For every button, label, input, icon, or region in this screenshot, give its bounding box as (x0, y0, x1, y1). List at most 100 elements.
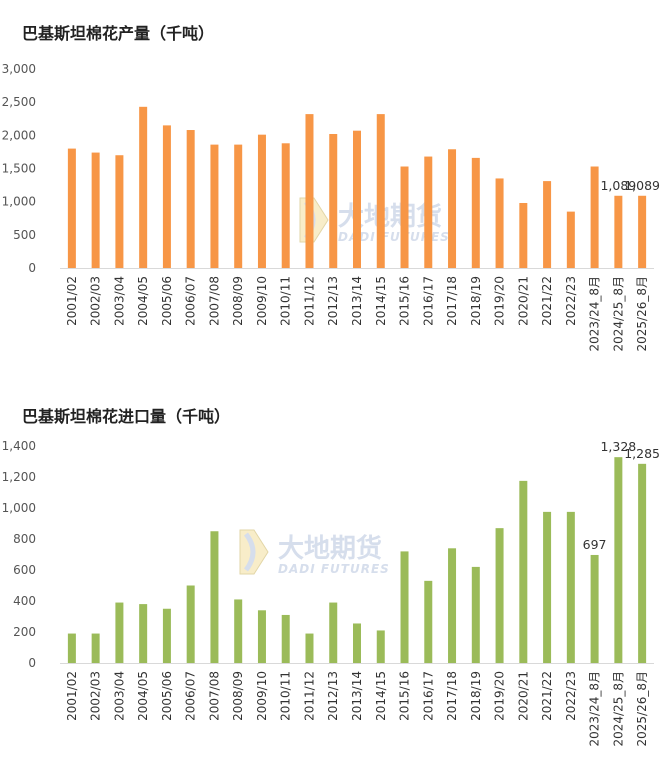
x-tick-label: 2008/09 (231, 671, 245, 721)
x-tick-label: 2006/07 (184, 671, 198, 721)
bar (186, 130, 195, 268)
x-tick-label: 2023/24_8月 (588, 276, 602, 352)
bar (257, 134, 266, 268)
bar (519, 202, 528, 268)
bar (471, 157, 480, 268)
bar (471, 566, 480, 663)
x-tick-label: 2022/23 (564, 671, 578, 721)
bar (139, 604, 148, 663)
data-label: 1,089 (624, 178, 660, 193)
x-tick-label: 2002/03 (89, 671, 103, 721)
bar (139, 106, 148, 268)
x-tick-label: 2007/08 (207, 671, 221, 721)
x-tick-label: 2002/03 (89, 276, 103, 326)
bar (638, 463, 647, 663)
x-tick-label: 2022/23 (564, 276, 578, 326)
x-tick-label: 2005/06 (160, 276, 174, 326)
x-tick-label: 2001/02 (65, 276, 79, 326)
x-tick-label: 2023/24_8月 (588, 671, 602, 747)
y-tick-label: 0 (28, 261, 36, 275)
y-tick-label: 1,400 (2, 439, 36, 453)
y-tick-label: 800 (13, 532, 36, 546)
y-tick-label: 1,500 (2, 162, 36, 176)
x-tick-label: 2005/06 (160, 671, 174, 721)
bar (590, 554, 599, 663)
bar (566, 511, 575, 663)
chart-title: 巴基斯坦棉花进口量（千吨） (22, 407, 231, 426)
x-tick-label: 2019/20 (493, 276, 507, 326)
x-tick-label: 2024/25_8月 (611, 276, 625, 352)
x-tick-label: 2013/14 (350, 276, 364, 326)
y-tick-label: 1,000 (2, 501, 36, 515)
bar (376, 114, 385, 269)
x-tick-label: 2020/21 (516, 671, 530, 721)
bar (162, 125, 171, 268)
bar (305, 633, 314, 663)
x-tick-label: 2015/16 (398, 671, 412, 721)
x-tick-label: 2006/07 (184, 276, 198, 326)
bar (234, 599, 243, 663)
bar (210, 531, 219, 663)
chart-title: 巴基斯坦棉花产量（千吨） (22, 24, 215, 43)
x-tick-label: 2015/16 (398, 276, 412, 326)
bar (257, 610, 266, 663)
import-chart: 巴基斯坦棉花进口量（千吨） 大地期货 DADI FUTURES 0 200 400 600… (0, 395, 666, 761)
x-tick-label: 2010/11 (279, 671, 293, 721)
x-tick-label: 2025/26_8月 (635, 276, 649, 352)
x-tick-label: 2011/12 (302, 276, 316, 326)
bar (210, 144, 219, 268)
y-tick-label: 1,000 (2, 195, 36, 209)
bar (448, 149, 457, 268)
bar (162, 608, 171, 663)
x-tick-label: 2012/13 (326, 671, 340, 721)
y-tick-label: 0 (28, 656, 36, 670)
y-tick-label: 2,500 (2, 95, 36, 109)
bar (400, 166, 409, 268)
x-tick-label: 2013/14 (350, 671, 364, 721)
x-tick-label: 2004/05 (136, 276, 150, 326)
bar (495, 528, 504, 663)
bar (67, 633, 76, 663)
y-tick-label: 500 (13, 228, 36, 242)
y-tick-label: 400 (13, 594, 36, 608)
x-tick-label: 2003/04 (112, 671, 126, 721)
production-chart: 巴基斯坦棉花产量（千吨） 大地期货 DADI FUTURES 0 500 1,000 1,… (0, 0, 666, 380)
x-tick-label: 2018/19 (469, 671, 483, 721)
x-tick-label: 2019/20 (493, 671, 507, 721)
x-tick-label: 2003/04 (112, 276, 126, 326)
x-tick-label: 2025/26_8月 (635, 671, 649, 747)
x-tick-label: 2021/22 (540, 276, 554, 326)
x-tick-label: 2012/13 (326, 276, 340, 326)
bar (281, 614, 290, 663)
bar (614, 195, 623, 268)
bar (281, 143, 290, 268)
x-tick-label: 2024/25_8月 (611, 671, 625, 747)
x-tick-label: 2001/02 (65, 671, 79, 721)
watermark-subtitle: DADI FUTURES (338, 230, 450, 244)
x-tick-label: 2011/12 (302, 671, 316, 721)
bar (91, 633, 100, 663)
data-label: 1,328 (600, 439, 636, 454)
x-tick-label: 2004/05 (136, 671, 150, 721)
bar (329, 134, 338, 268)
y-tick-label: 2,000 (2, 128, 36, 142)
bar (543, 181, 552, 268)
bar (91, 152, 100, 268)
x-tick-label: 2017/18 (445, 671, 459, 721)
x-tick-label: 2016/17 (421, 276, 435, 326)
bar (329, 602, 338, 663)
data-label: 697 (583, 537, 607, 552)
x-tick-label: 2010/11 (279, 276, 293, 326)
x-tick-label: 2016/17 (421, 671, 435, 721)
x-tick-label: 2008/09 (231, 276, 245, 326)
y-tick-label: 1,200 (2, 470, 36, 484)
bar (448, 548, 457, 663)
bar (67, 148, 76, 268)
bar (566, 211, 575, 268)
x-tick-label: 2017/18 (445, 276, 459, 326)
y-tick-label: 200 (13, 625, 36, 639)
bar (638, 195, 647, 268)
